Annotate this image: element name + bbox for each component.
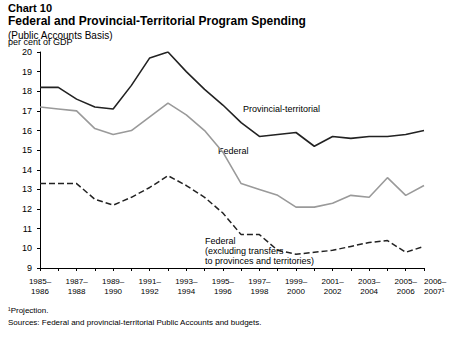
svg-text:to provinces and territories): to provinces and territories): [205, 256, 314, 266]
svg-text:1998: 1998: [251, 287, 269, 296]
svg-text:2000: 2000: [287, 287, 305, 296]
svg-text:12: 12: [22, 204, 32, 214]
svg-text:Chart 10: Chart 10: [8, 2, 52, 14]
svg-text:2004: 2004: [360, 287, 378, 296]
svg-text:16: 16: [22, 126, 32, 136]
svg-text:1985–: 1985–: [29, 277, 52, 286]
svg-text:1987–: 1987–: [65, 277, 88, 286]
svg-text:2005–: 2005–: [395, 277, 418, 286]
svg-text:Federal: Federal: [218, 146, 249, 156]
svg-text:1992: 1992: [141, 287, 159, 296]
svg-text:15: 15: [22, 145, 32, 155]
svg-text:2006: 2006: [397, 287, 415, 296]
svg-text:1994: 1994: [177, 287, 195, 296]
svg-text:9: 9: [27, 263, 32, 273]
svg-text:14: 14: [22, 165, 32, 175]
svg-text:10: 10: [22, 243, 32, 253]
svg-text:1999–: 1999–: [285, 277, 308, 286]
svg-text:20: 20: [22, 47, 32, 57]
svg-text:per cent of GDP: per cent of GDP: [8, 37, 73, 47]
svg-text:18: 18: [22, 86, 32, 96]
svg-text:Provincial-territorial: Provincial-territorial: [243, 104, 320, 114]
svg-text:2001–: 2001–: [321, 277, 344, 286]
svg-text:(excluding transfers: (excluding transfers: [205, 246, 284, 256]
svg-text:17: 17: [22, 106, 32, 116]
svg-text:1993–: 1993–: [175, 277, 198, 286]
svg-text:2002: 2002: [324, 287, 342, 296]
svg-text:2003–: 2003–: [358, 277, 381, 286]
svg-text:13: 13: [22, 184, 32, 194]
svg-text:2007¹: 2007¹: [424, 287, 445, 296]
svg-text:2006–: 2006–: [424, 277, 447, 286]
svg-text:1996: 1996: [214, 287, 232, 296]
svg-text:Federal: Federal: [205, 236, 236, 246]
svg-text:1989–: 1989–: [102, 277, 125, 286]
svg-text:(Public Accounts Basis): (Public Accounts Basis): [8, 29, 113, 41]
svg-text:11: 11: [23, 224, 32, 234]
svg-text:¹Projection.: ¹Projection.: [8, 306, 48, 315]
svg-text:1997–: 1997–: [248, 277, 271, 286]
svg-text:1995–: 1995–: [212, 277, 235, 286]
svg-text:1991–: 1991–: [139, 277, 162, 286]
svg-text:1988: 1988: [68, 287, 86, 296]
svg-text:19: 19: [22, 67, 32, 77]
svg-text:1986: 1986: [31, 287, 49, 296]
svg-text:Federal and Provincial-Territo: Federal and Provincial-Territorial Progr…: [8, 14, 306, 28]
svg-text:1990: 1990: [104, 287, 122, 296]
svg-text:Sources: Federal and provincia: Sources: Federal and provincial-territor…: [8, 318, 261, 327]
